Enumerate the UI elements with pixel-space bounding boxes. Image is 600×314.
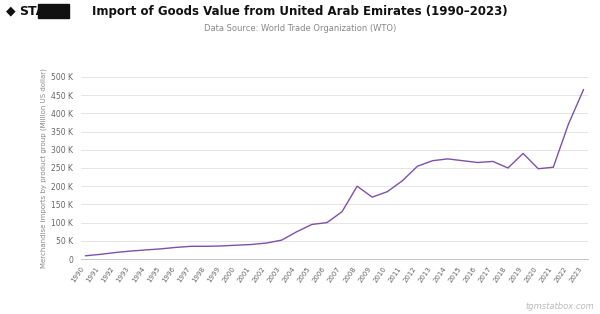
Text: Data Source: World Trade Organization (WTO): Data Source: World Trade Organization (W… (204, 24, 396, 33)
Text: ◆: ◆ (6, 5, 16, 18)
Text: STAT: STAT (19, 5, 53, 18)
Y-axis label: Merchandise imports by product group (Million US dollar): Merchandise imports by product group (Mi… (41, 68, 47, 268)
Text: tgmstatbox.com: tgmstatbox.com (525, 302, 594, 311)
Text: BOX: BOX (39, 5, 68, 18)
Text: Import of Goods Value from United Arab Emirates (1990–2023): Import of Goods Value from United Arab E… (92, 5, 508, 18)
